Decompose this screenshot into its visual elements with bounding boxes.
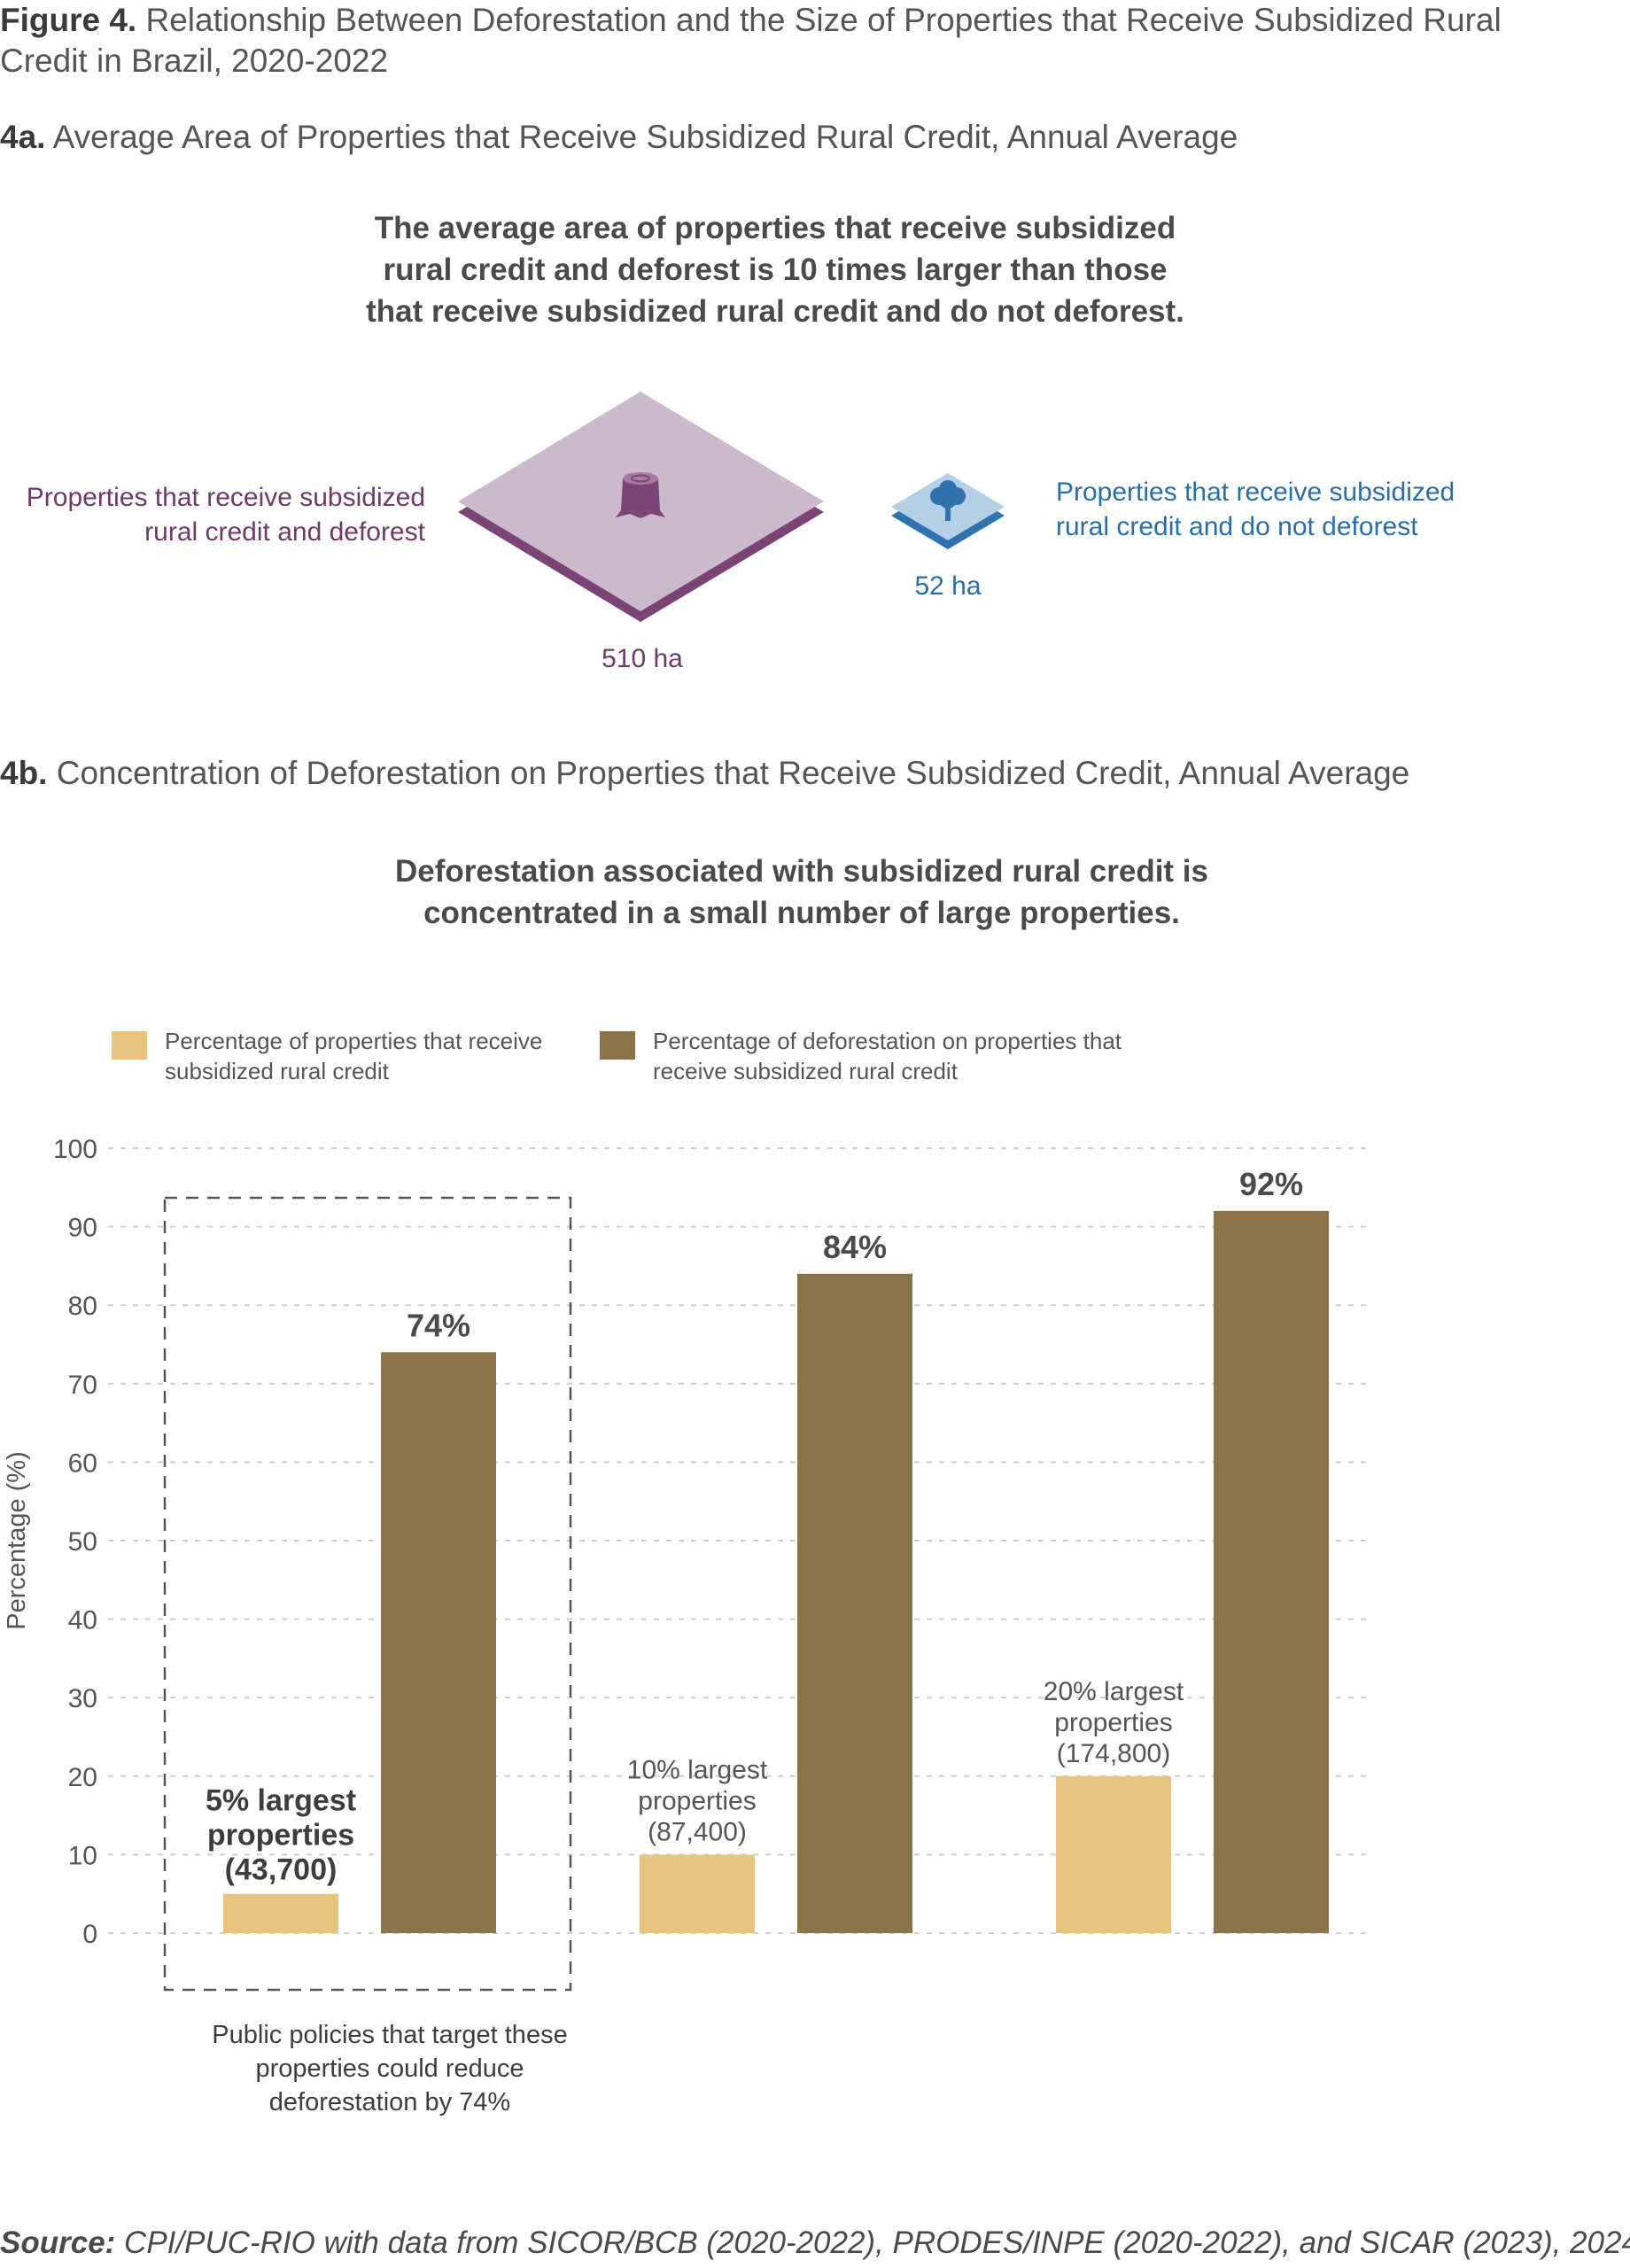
legend-label-deforestation: Percentage of deforestation on propertie… [653, 1028, 1122, 1084]
bar-properties [1056, 1775, 1171, 1933]
source-note: Source: CPI/PUC-RIO with data from SICOR… [0, 2225, 1630, 2260]
y-tick-label: 80 [68, 1292, 97, 1321]
bar-chart: 0 10 20 30 40 50 60 70 80 90 100 Percentage (%) 74% 5… [3, 1135, 1373, 1992]
policy-annotation: Public policies that target these proper… [212, 2021, 568, 2117]
y-tick-label: 90 [68, 1214, 97, 1243]
bar-deforestation [797, 1273, 912, 1933]
category-label: 5% largest [206, 1784, 356, 1818]
y-tick-label: 50 [68, 1527, 97, 1557]
panel-a-headline: The average area of properties that rece… [266, 207, 1285, 332]
y-tick-label: 40 [68, 1606, 97, 1635]
headline-line: Deforestation associated with subsidized… [394, 854, 1208, 889]
legend-swatch-deforestation [600, 1031, 635, 1060]
figure-title: Figure 4. Relationship Between Deforesta… [0, 2, 1502, 79]
y-tick-label: 100 [53, 1135, 97, 1164]
legend-label-properties: Percentage of properties that receive su… [165, 1028, 543, 1084]
y-axis-label: Percentage (%) [3, 1451, 31, 1630]
panel-b-title: 4b. Concentration of Deforestation on Pr… [0, 755, 1410, 791]
category-label: (87,400) [648, 1817, 747, 1846]
bar-value-label: 84% [823, 1229, 887, 1265]
deforest-label: Properties that receive subsidized rural… [26, 483, 425, 547]
headline-line: rural credit and deforest is 10 times la… [383, 252, 1168, 287]
tree-stump-icon [616, 472, 665, 518]
headline-line: concentrated in a small number of large … [423, 896, 1180, 930]
y-tick-label: 70 [68, 1371, 97, 1400]
y-tick-label: 60 [68, 1449, 97, 1478]
y-tick-label: 0 [82, 1920, 97, 1949]
bar-deforestation [1214, 1210, 1329, 1933]
y-tick-label: 30 [68, 1684, 97, 1713]
bar-deforestation [381, 1352, 496, 1933]
category-label: (43,700) [225, 1853, 338, 1887]
no-deforest-label: Properties that receive subsidized rural… [1056, 478, 1455, 541]
no-deforest-area-value: 52 ha [914, 571, 982, 601]
highlight-box [163, 1196, 572, 1992]
category-label: properties [638, 1786, 756, 1815]
category-label: 20% largest [1044, 1677, 1184, 1706]
deforest-area-tile [458, 392, 824, 622]
category-label: properties [207, 1819, 354, 1852]
y-tick-label: 20 [68, 1763, 97, 1792]
y-tick-label: 10 [68, 1841, 97, 1870]
bar-properties [640, 1854, 755, 1933]
headline-line: The average area of properties that rece… [374, 211, 1176, 245]
bar-properties [223, 1893, 338, 1933]
bar-value-label: 74% [407, 1307, 470, 1343]
legend-swatch-properties [112, 1031, 147, 1060]
headline-line: that receive subsidized rural credit and… [366, 294, 1184, 329]
bar-value-label: 92% [1239, 1166, 1303, 1202]
category-label: 10% largest [627, 1755, 768, 1784]
panel-b-headline: Deforestation associated with subsidized… [266, 850, 1338, 934]
deforest-area-value: 510 ha [602, 644, 683, 673]
category-label: (174,800) [1057, 1739, 1170, 1768]
category-label: properties [1054, 1708, 1172, 1737]
tree-icon [930, 480, 966, 521]
panel-a-title: 4a. Average Area of Properties that Rece… [0, 119, 1238, 155]
no-deforest-area-tile [891, 473, 1005, 549]
